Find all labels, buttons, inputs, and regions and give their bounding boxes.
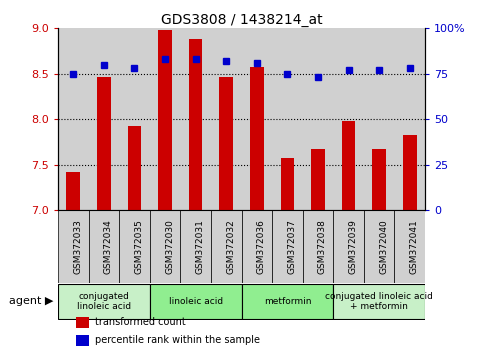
Bar — [66, 172, 80, 210]
Bar — [281, 159, 294, 210]
Bar — [58, 210, 88, 283]
Text: GSM372037: GSM372037 — [287, 219, 297, 274]
Bar — [150, 28, 180, 210]
Bar — [97, 76, 111, 210]
Bar — [395, 28, 425, 210]
Bar — [58, 28, 88, 210]
Bar — [303, 28, 333, 210]
Text: GSM372030: GSM372030 — [165, 219, 174, 274]
Bar — [272, 210, 303, 283]
Bar — [150, 210, 180, 283]
Text: GSM372040: GSM372040 — [379, 219, 388, 274]
Text: GSM372032: GSM372032 — [226, 219, 235, 274]
Bar — [211, 210, 242, 283]
Bar — [364, 210, 395, 283]
Bar — [364, 28, 395, 210]
Text: GSM372031: GSM372031 — [196, 219, 205, 274]
Text: transformed count: transformed count — [95, 317, 185, 327]
Bar — [219, 76, 233, 210]
Text: GSM372041: GSM372041 — [410, 219, 419, 274]
Text: conjugated linoleic acid
+ metformin: conjugated linoleic acid + metformin — [325, 292, 433, 311]
Bar — [150, 284, 242, 319]
Text: linoleic acid: linoleic acid — [169, 297, 223, 306]
Bar — [180, 28, 211, 210]
Bar — [189, 39, 202, 210]
Text: agent ▶: agent ▶ — [9, 296, 53, 307]
Bar — [242, 210, 272, 283]
Bar — [88, 28, 119, 210]
Bar — [242, 28, 272, 210]
Bar — [333, 210, 364, 283]
Bar — [341, 121, 355, 210]
Text: GSM372033: GSM372033 — [73, 219, 82, 274]
Bar — [58, 284, 150, 319]
Bar — [76, 335, 89, 346]
Bar — [128, 126, 142, 210]
Text: percentile rank within the sample: percentile rank within the sample — [95, 335, 260, 345]
Bar — [119, 210, 150, 283]
Title: GDS3808 / 1438214_at: GDS3808 / 1438214_at — [161, 13, 322, 27]
Text: metformin: metformin — [264, 297, 311, 306]
Bar — [303, 210, 333, 283]
Bar — [250, 68, 264, 210]
Text: GSM372038: GSM372038 — [318, 219, 327, 274]
Bar — [333, 28, 364, 210]
Bar — [395, 210, 425, 283]
Bar — [158, 30, 172, 210]
Bar — [311, 149, 325, 210]
Text: GSM372039: GSM372039 — [349, 219, 357, 274]
Bar — [403, 135, 417, 210]
Bar — [333, 284, 425, 319]
Bar — [119, 28, 150, 210]
Bar — [76, 317, 89, 328]
Bar — [272, 28, 303, 210]
Bar — [88, 210, 119, 283]
Text: GSM372035: GSM372035 — [134, 219, 143, 274]
Text: conjugated
linoleic acid: conjugated linoleic acid — [77, 292, 131, 311]
Text: GSM372034: GSM372034 — [104, 219, 113, 274]
Text: GSM372036: GSM372036 — [257, 219, 266, 274]
Bar — [242, 284, 333, 319]
Bar — [180, 210, 211, 283]
Bar — [211, 28, 242, 210]
Bar — [372, 149, 386, 210]
